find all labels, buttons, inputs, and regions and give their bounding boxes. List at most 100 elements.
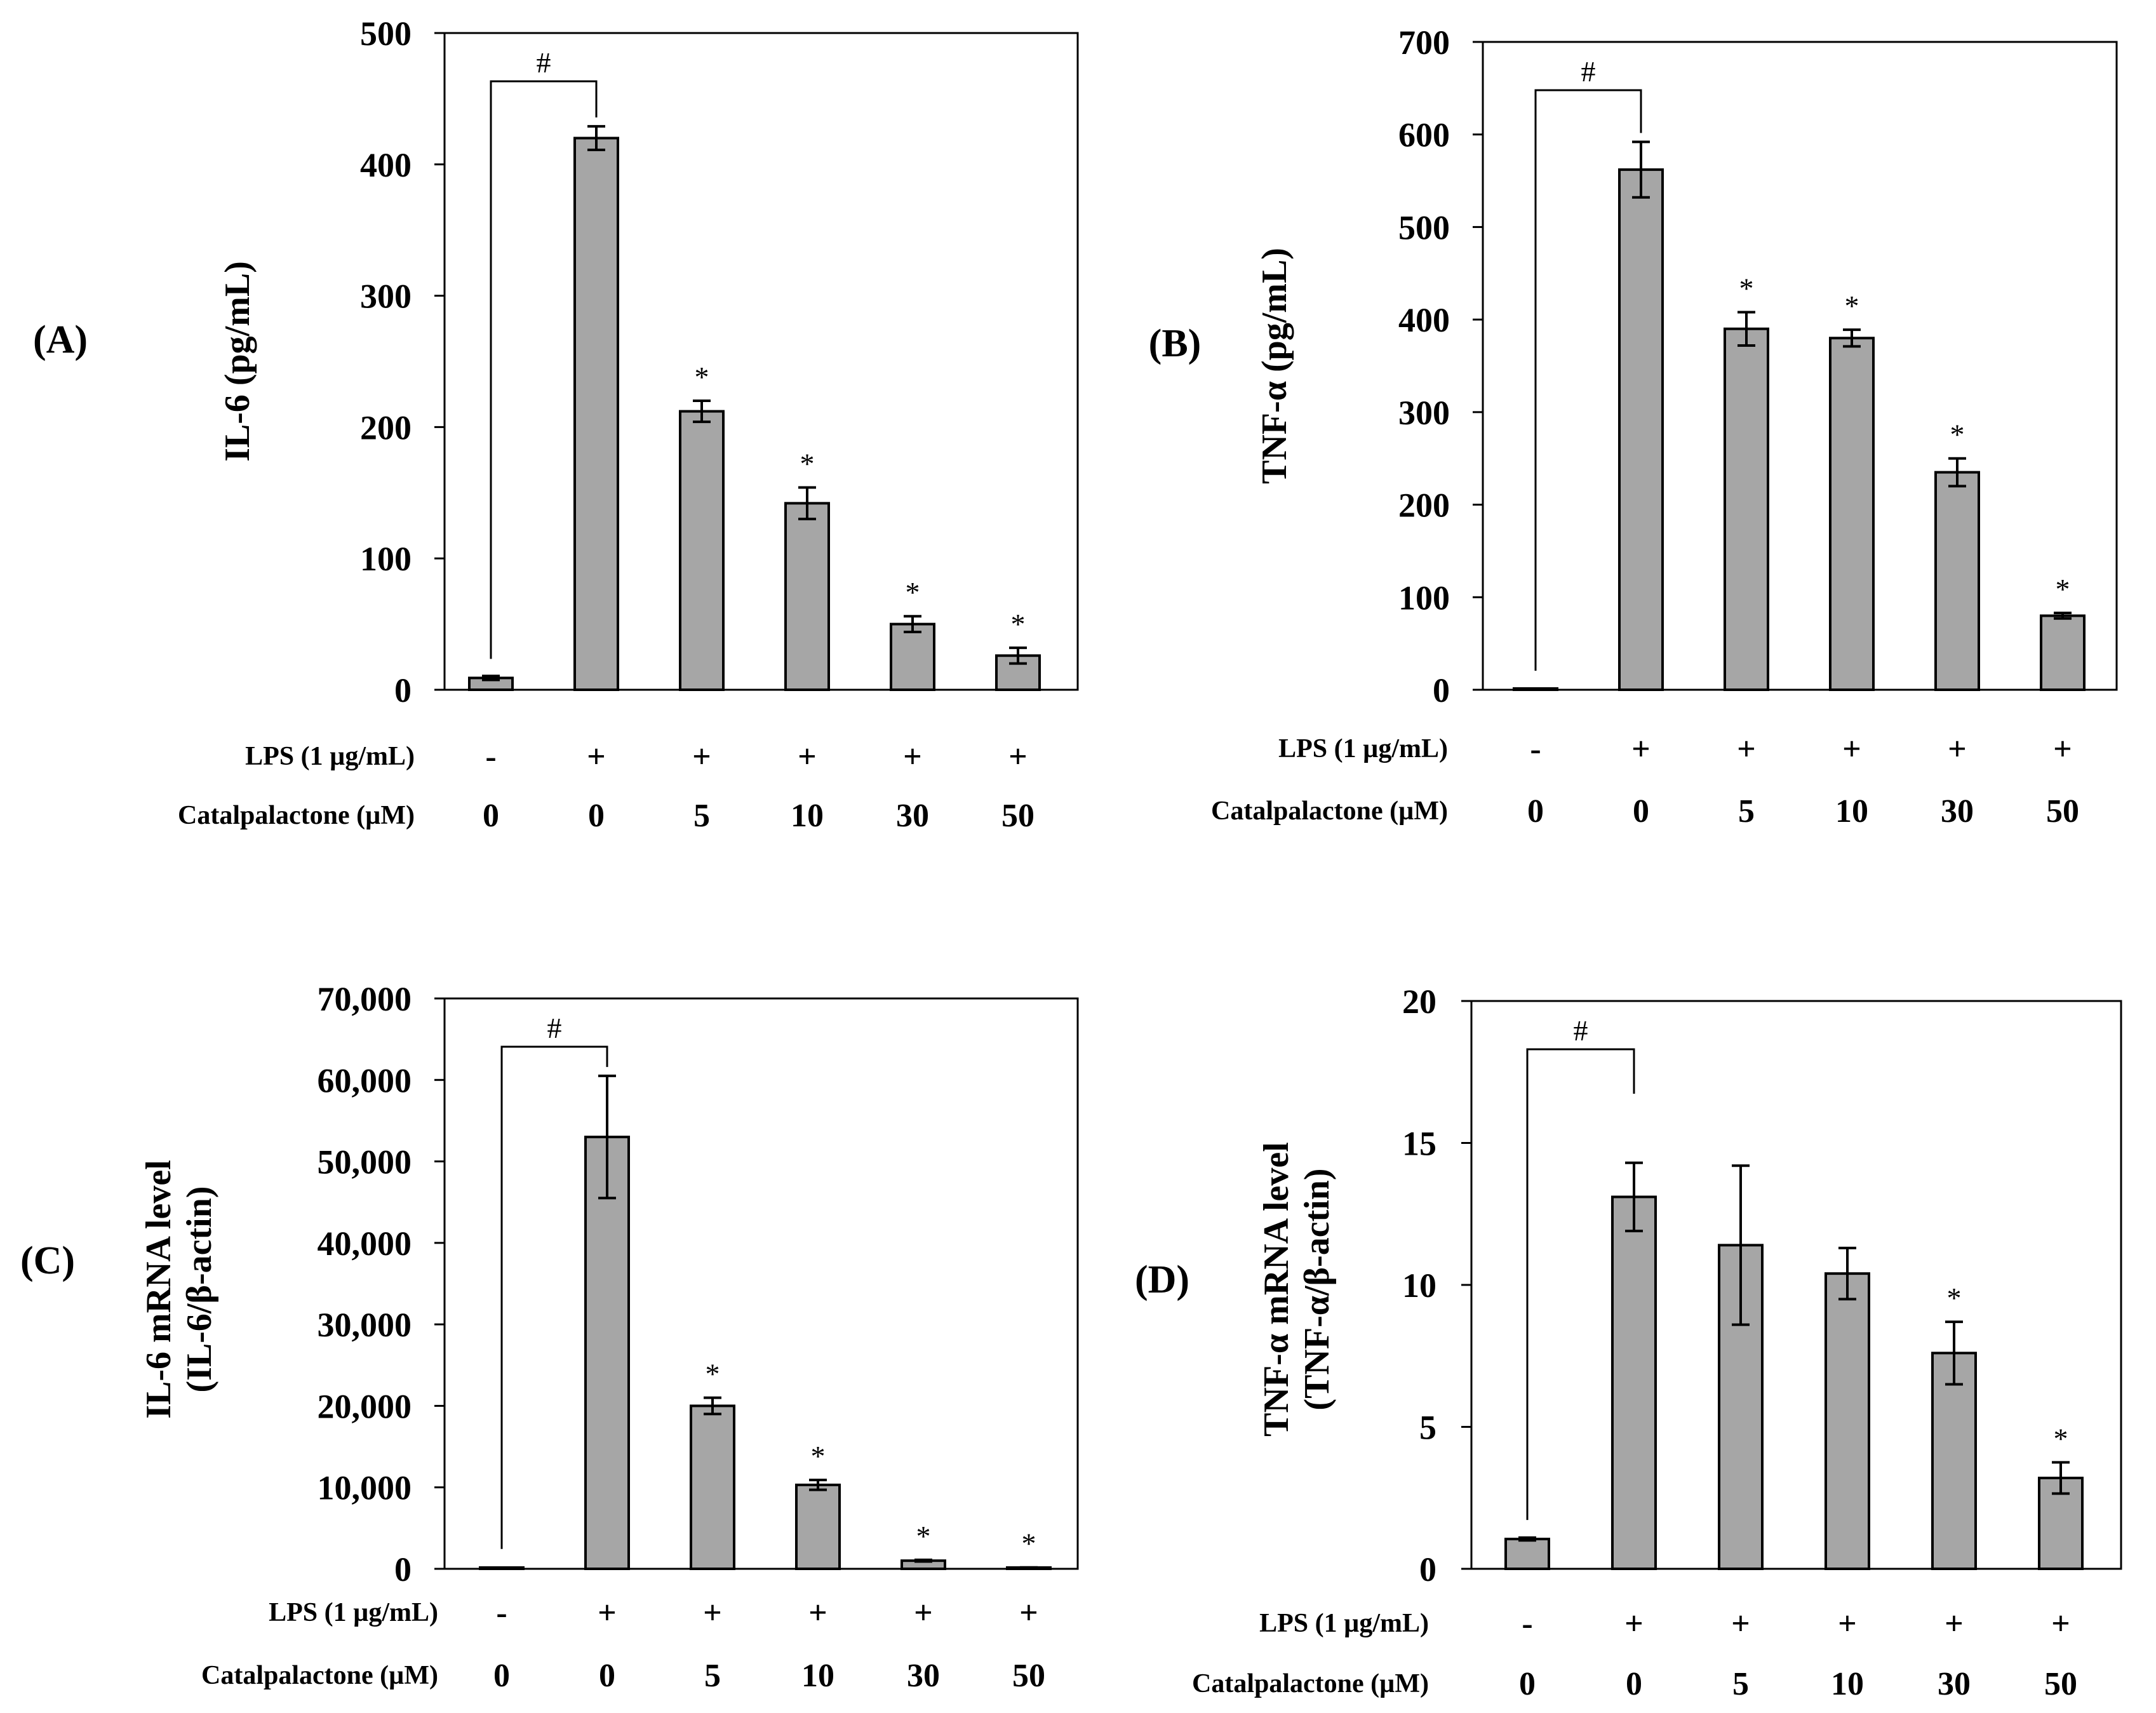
significance-star: * [1022, 1528, 1036, 1560]
lps-sign: + [1842, 731, 1861, 767]
catalpalactone-row-label: Catalpalactone (µM) [178, 801, 415, 830]
y-tick-label: 400 [360, 146, 412, 184]
lps-sign: + [1008, 739, 1028, 775]
significance-hash: # [1574, 1014, 1588, 1047]
concentration-value: 50 [1012, 1658, 1045, 1694]
lps-sign: + [692, 739, 711, 775]
significance-star: * [906, 576, 920, 608]
significance-star: * [1950, 419, 1965, 451]
bar [679, 410, 725, 691]
bar [1934, 471, 1980, 691]
concentration-value: 5 [1738, 793, 1755, 830]
lps-sign: + [587, 739, 606, 775]
significance-bracket [1534, 89, 1642, 671]
bar [1724, 327, 1769, 691]
y-tick-label: 70,000 [318, 980, 412, 1018]
concentration-value: 30 [896, 798, 929, 834]
lps-sign: + [1019, 1595, 1038, 1631]
y-axis-label: TNF-α (pg/mL) [1255, 248, 1294, 484]
concentration-value: 0 [1519, 1666, 1536, 1702]
concentration-value: 50 [2046, 793, 2079, 830]
lps-sign: + [1731, 1606, 1750, 1642]
bar [890, 622, 935, 691]
concentration-value: 10 [791, 798, 824, 834]
y-tick-label: 400 [1398, 301, 1450, 339]
significance-bracket [490, 80, 598, 659]
bar [690, 1404, 735, 1570]
bar [1513, 687, 1558, 691]
y-tick-label: 15 [1402, 1125, 1436, 1163]
concentration-value: 30 [907, 1658, 940, 1694]
significance-star: * [695, 361, 709, 393]
y-tick-label: 20,000 [318, 1387, 412, 1425]
bar [1829, 337, 1875, 691]
lps-row-label: LPS (1 µg/mL) [1259, 1609, 1429, 1638]
concentration-value: 0 [1527, 793, 1544, 830]
y-tick-label: 300 [360, 278, 412, 316]
bar [2040, 614, 2086, 692]
lps-sign: + [903, 739, 922, 775]
lps-row-label: LPS (1 µg/mL) [1278, 734, 1448, 763]
y-tick-label: 30,000 [318, 1306, 412, 1344]
y-tick-label: 200 [360, 408, 412, 447]
catalpalactone-row-label: Catalpalactone (µM) [1192, 1669, 1429, 1698]
panel-c: 0 10,000 20,000 30,000 40,000 50,000 60,000 70,… [20, 980, 1079, 1694]
concentration-value: 0 [483, 798, 499, 834]
lps-sign: + [2051, 1606, 2070, 1642]
significance-bracket [500, 1045, 608, 1549]
significance-star: * [800, 448, 815, 480]
significance-hash: # [537, 46, 551, 79]
lps-sign: + [2053, 731, 2072, 767]
concentration-value: 30 [1941, 793, 1974, 830]
catalpalactone-row-label: Catalpalactone (µM) [201, 1661, 438, 1690]
y-tick-label: 200 [1398, 487, 1450, 525]
plot-frame [1482, 41, 2118, 691]
y-tick-label: 10 [1402, 1266, 1436, 1305]
lps-row-label: LPS (1 µg/mL) [245, 742, 415, 771]
concentration-value: 0 [588, 798, 605, 834]
significance-star: * [2054, 1422, 2068, 1454]
concentration-value: 0 [599, 1658, 615, 1694]
bar [584, 1136, 630, 1570]
lps-row-label: LPS (1 µg/mL) [269, 1598, 438, 1627]
lps-sign: + [1838, 1606, 1857, 1642]
lps-sign: + [808, 1595, 827, 1631]
y-tick-label: 300 [1398, 394, 1450, 432]
significance-star: * [2056, 573, 2070, 605]
y-tick-label: 0 [1419, 1550, 1436, 1589]
bar [995, 654, 1041, 692]
significance-star: * [811, 1440, 826, 1472]
concentration-value: 50 [1001, 798, 1034, 834]
lps-sign: + [1631, 731, 1650, 767]
lps-sign: + [1945, 1606, 1964, 1642]
bar [1825, 1272, 1870, 1570]
concentration-value: 30 [1938, 1666, 1971, 1702]
lps-sign: + [798, 739, 817, 775]
panel-label: (C) [20, 1239, 75, 1282]
y-axis-label: IL-6 (pg/mL) [218, 261, 257, 462]
lps-sign: + [1737, 731, 1756, 767]
y-axis-label: TNF-α mRNA level [1257, 1142, 1296, 1437]
concentration-value: 5 [704, 1658, 721, 1694]
y-tick-label: 0 [1433, 671, 1450, 709]
y-tick-label: 50,000 [318, 1143, 412, 1181]
significance-bracket [1526, 1048, 1635, 1521]
lps-sign: - [1522, 1606, 1532, 1642]
significance-star: * [1947, 1282, 1962, 1314]
concentration-value: 50 [2044, 1666, 2077, 1702]
bar [1504, 1538, 1550, 1570]
panel-label: (A) [33, 318, 88, 361]
significance-star: * [1845, 290, 1859, 322]
y-tick-label: 60,000 [318, 1061, 412, 1099]
lps-sign: + [703, 1595, 722, 1631]
y-tick-label: 0 [394, 1550, 412, 1589]
y-tick-label: 5 [1419, 1409, 1436, 1447]
panel-label: (D) [1135, 1258, 1189, 1301]
bar [1611, 1195, 1657, 1571]
bar [1618, 168, 1664, 692]
lps-sign: - [496, 1595, 507, 1631]
y-tick-label: 100 [360, 540, 412, 578]
